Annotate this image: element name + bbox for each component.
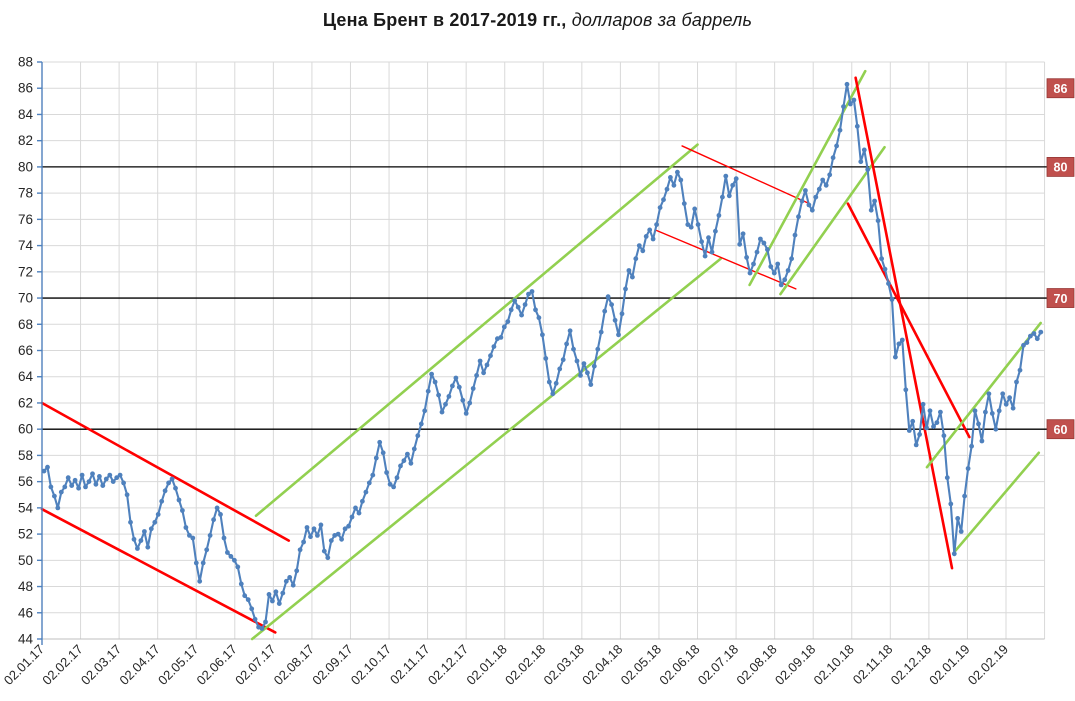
trend-line-up-channel-17-18-upper bbox=[254, 143, 699, 518]
price-series bbox=[41, 81, 1044, 631]
x-tick-label: 02.08.18 bbox=[733, 642, 779, 688]
svg-text:88: 88 bbox=[18, 55, 33, 70]
x-tick-label: 02.05.18 bbox=[618, 642, 664, 688]
trend-line-crash-2018-left bbox=[854, 76, 954, 570]
price-label-box-60 bbox=[1046, 419, 1075, 440]
trend-line-up-channel-17-18-lower bbox=[250, 257, 722, 641]
x-tick-label: 02.04.17 bbox=[116, 642, 162, 688]
x-tick-label: 02.12.18 bbox=[888, 642, 934, 688]
y-axis: 44 46 48 50 52 54 56 58 60 62 64 66 68 70 72 74 76 78 80 82… bbox=[18, 55, 43, 647]
svg-text:82: 82 bbox=[18, 133, 33, 148]
svg-text:80: 80 bbox=[18, 159, 33, 174]
x-tick-label: 02.05.17 bbox=[155, 642, 201, 688]
trend-line-flat-channel-2018-lower bbox=[654, 229, 797, 290]
x-tick-label: 02.11.17 bbox=[387, 642, 433, 688]
price-label-box-70 bbox=[1046, 288, 1075, 308]
x-tick-label: 02.11.18 bbox=[850, 642, 896, 688]
svg-text:52: 52 bbox=[18, 527, 33, 542]
price-label-box-86 bbox=[1046, 78, 1075, 99]
svg-text:50: 50 bbox=[18, 553, 33, 568]
price-label-text-60: 60 bbox=[1054, 423, 1068, 437]
x-tick-label: 02.06.18 bbox=[656, 642, 702, 688]
trend-line-steep-up-2018-left bbox=[748, 69, 867, 287]
trend-line-flat-channel-2018-upper bbox=[681, 145, 811, 205]
x-tick-label: 02.09.18 bbox=[772, 642, 818, 688]
x-tick-label: 02.03.18 bbox=[541, 642, 587, 688]
svg-text:78: 78 bbox=[18, 186, 33, 201]
x-tick-label: 02.09.17 bbox=[309, 642, 355, 688]
price-label-text-86: 86 bbox=[1054, 82, 1068, 96]
svg-text:86: 86 bbox=[18, 81, 33, 96]
svg-text:76: 76 bbox=[18, 212, 33, 227]
x-tick-label: 02.12.17 bbox=[425, 642, 471, 688]
svg-text:74: 74 bbox=[18, 238, 34, 253]
svg-text:66: 66 bbox=[18, 343, 33, 358]
trend-line-down-channel-2017-upper bbox=[40, 401, 291, 542]
x-tick-label: 02.06.17 bbox=[194, 642, 240, 688]
x-tick-label: 02.02.17 bbox=[39, 642, 85, 688]
svg-text:68: 68 bbox=[18, 317, 33, 332]
trend-line-down-channel-2017-lower bbox=[40, 507, 277, 634]
price-label-text-70: 70 bbox=[1054, 292, 1068, 306]
svg-text:48: 48 bbox=[18, 579, 33, 594]
x-tick-label: 02.07.18 bbox=[695, 642, 741, 688]
x-tick-label: 02.04.18 bbox=[579, 642, 625, 688]
svg-text:44: 44 bbox=[18, 632, 34, 647]
reference-lines bbox=[42, 166, 1047, 430]
svg-text:60: 60 bbox=[18, 422, 33, 437]
svg-text:54: 54 bbox=[18, 500, 34, 515]
x-tick-label: 02.07.17 bbox=[232, 642, 278, 688]
svg-text:46: 46 bbox=[18, 605, 33, 620]
trend-line-recovery-2019-lower bbox=[952, 451, 1041, 554]
x-axis-labels: 02.01.1702.02.1702.03.1702.04.1702.05.17… bbox=[1, 642, 1011, 688]
x-tick-label: 02.10.18 bbox=[810, 642, 856, 688]
x-tick-label: 02.02.19 bbox=[965, 642, 1011, 688]
svg-text:62: 62 bbox=[18, 395, 33, 410]
svg-text:58: 58 bbox=[18, 448, 33, 463]
price-label-box-80 bbox=[1046, 157, 1075, 177]
x-tick-label: 02.01.17 bbox=[1, 642, 47, 688]
trend-line-recovery-2019-upper bbox=[925, 321, 1043, 469]
x-tick-label: 02.01.19 bbox=[926, 642, 972, 688]
trend-line-crash-2018-right bbox=[846, 202, 971, 439]
svg-text:56: 56 bbox=[18, 474, 33, 489]
svg-text:72: 72 bbox=[18, 264, 33, 279]
x-tick-label: 02.02.18 bbox=[502, 642, 548, 688]
x-tick-label: 02.03.17 bbox=[78, 642, 124, 688]
svg-text:84: 84 bbox=[18, 107, 34, 122]
x-tick-label: 02.10.17 bbox=[348, 642, 394, 688]
svg-text:70: 70 bbox=[18, 291, 33, 306]
x-tick-label: 02.08.17 bbox=[271, 642, 317, 688]
chart-title-subtitle: долларов за баррель bbox=[571, 10, 753, 30]
price-label-text-80: 80 bbox=[1054, 161, 1068, 175]
x-tick-label: 02.01.18 bbox=[463, 642, 509, 688]
svg-text:64: 64 bbox=[18, 369, 34, 384]
trend-lines bbox=[40, 69, 1043, 641]
chart-title-main: Цена Брент в 2017-2019 гг., bbox=[322, 10, 567, 30]
chart-title: Цена Брент в 2017-2019 гг., долларов за … bbox=[0, 10, 1075, 31]
price-level-labels: 86 80 70 60 bbox=[1046, 78, 1075, 440]
